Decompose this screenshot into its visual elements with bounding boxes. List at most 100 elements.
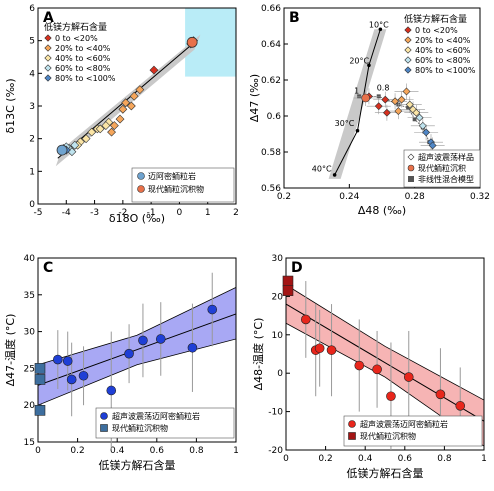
legend-marker-A [44, 54, 52, 62]
x-tick-label-D: 1 [481, 454, 487, 464]
data-square-C [34, 405, 46, 416]
x-tick-label-D: 0 [283, 454, 289, 464]
x-axis-label-D: 低镁方解石含量 [347, 466, 424, 480]
legend2-label-B: 非线性混合模型 [418, 174, 474, 184]
x-axis-label-C: 低镁方解石含量 [99, 458, 176, 472]
legend-box-B [403, 149, 481, 188]
legend-marker-B [404, 66, 412, 74]
data-point-D [403, 372, 414, 382]
y-tick-label-D: 30 [272, 254, 284, 264]
panel-label-C: C [43, 260, 53, 276]
y-tick-label-C: 15 [24, 438, 35, 448]
x-tick-label-A: -3 [90, 208, 99, 218]
legend2-label-A: 现代鲕粒沉积物 [148, 184, 204, 194]
x-tick-label-B: 0.28 [405, 192, 425, 202]
data-point [118, 104, 128, 114]
model-node [355, 128, 360, 133]
data-point [149, 65, 159, 75]
data-point-C [52, 354, 63, 365]
y-axis-label-B: Δ47 (‰) [248, 74, 261, 122]
y-tick-label-D: 10 [272, 331, 284, 341]
data-point-C [124, 348, 134, 359]
x-tick-label-D: 0.8 [437, 454, 452, 464]
data-point [121, 98, 131, 108]
data-square-D [282, 275, 294, 287]
data-point [381, 95, 390, 104]
legend-marker-C [100, 424, 108, 432]
data-point [405, 100, 414, 109]
data-point-circle [186, 36, 198, 48]
data-point-D [372, 364, 382, 375]
data-point-D [314, 343, 325, 354]
model-band [328, 29, 387, 179]
y-tick-label-B: 0.66 [261, 4, 281, 14]
data-point [129, 91, 139, 101]
data-point [107, 127, 116, 137]
model-temp-label: 10°C [369, 21, 389, 30]
model-temp-label: 30°C [335, 119, 355, 128]
y-tick-label-B: 0.6 [267, 112, 282, 122]
x-tick-label-C: 0.8 [189, 446, 204, 456]
data-point [382, 108, 391, 117]
data-point [397, 95, 406, 104]
legend-marker-B [404, 36, 412, 44]
panel-label-D: D [291, 260, 303, 276]
x-tick-label-A: -5 [34, 208, 43, 218]
data-point [402, 87, 411, 96]
data-point-C [207, 304, 218, 315]
model-temp-label: 40°C [312, 165, 332, 174]
data-point [109, 121, 119, 131]
data-point-D [435, 389, 446, 400]
data-point-circle [361, 93, 370, 103]
legend2-label-B: 超声波震荡样品 [418, 152, 474, 162]
legend-marker-A [44, 74, 52, 82]
data-point [126, 101, 136, 111]
legend-label-D: 现代鲕粒沉积物 [360, 431, 416, 441]
legend-marker-C [100, 412, 108, 420]
data-point [95, 124, 105, 134]
x-tick-label-C: 0.6 [150, 446, 165, 456]
legend-marker-D [348, 420, 356, 428]
y-tick-label-D: 20 [272, 292, 284, 302]
legend-label-D: 超声波震荡迈阿密鲕粒岩 [360, 419, 448, 429]
x-axis-label-A: δ18O (‰) [109, 212, 165, 225]
legend2-marker-A [137, 185, 145, 193]
legend-box-C [95, 407, 235, 439]
data-point-D [354, 360, 365, 371]
plot-frame-C [37, 257, 237, 443]
plot-frame-B [283, 7, 481, 189]
x-tick-label-C: 0.4 [110, 446, 125, 456]
x-tick-label-A: 0 [177, 208, 183, 218]
y-tick-label-D: -10 [268, 408, 283, 418]
x-tick-label-A: -1 [147, 208, 156, 218]
data-point [87, 127, 97, 137]
data-point [135, 85, 145, 95]
x-tick-label-C: 1 [233, 446, 239, 456]
legend2-label-B: 现代鲕粒沉积 [418, 163, 466, 173]
legend-box-D [343, 415, 483, 447]
y-axis-label-A: δ13C (‰) [4, 78, 17, 133]
data-point-C [62, 356, 73, 366]
data-point-circle [56, 144, 68, 156]
data-point-C [106, 385, 117, 396]
data-point-C [155, 334, 166, 344]
legend-label-B: 0 to <20% [415, 26, 458, 35]
y-tick-label-B: 0.62 [261, 76, 281, 86]
x-tick-label-A: 1 [205, 208, 211, 218]
y-tick-label-A: 0 [29, 200, 35, 210]
plot-frame-D [285, 257, 485, 451]
x-tick-label-D: 0.2 [318, 454, 332, 464]
y-tick-label-A: 1 [29, 167, 35, 177]
y-axis-label-D: Δ48-温度 (°C) [251, 318, 265, 391]
data-square-C [34, 374, 46, 385]
legend-label-A: 40% to <60% [55, 54, 111, 63]
x-tick-label-A: 2 [233, 208, 239, 218]
model-node [332, 173, 337, 177]
data-point-D [326, 345, 337, 355]
x-tick-label-B: 0.32 [470, 192, 490, 202]
legend-label-C: 超声波震荡迈阿密鲕粒岩 [112, 411, 200, 421]
y-tick-label-C: 25 [24, 364, 35, 374]
data-square-C [34, 363, 46, 374]
data-point [115, 114, 125, 124]
y-tick-label-C: 40 [24, 254, 36, 264]
